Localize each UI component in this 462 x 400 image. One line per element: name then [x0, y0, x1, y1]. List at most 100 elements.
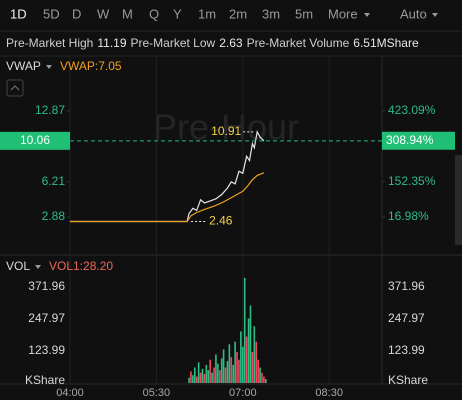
volume-bar [209, 359, 211, 383]
timeframe-tab[interactable]: W [97, 6, 110, 21]
volume-bar [263, 376, 265, 383]
volume-bar [205, 364, 208, 383]
volume-bar [232, 364, 234, 383]
x-tick-label: 08:30 [315, 387, 343, 399]
y2-tick-label: 16.98% [388, 209, 429, 223]
timeframe-tab[interactable]: 3m [262, 6, 280, 21]
stat-label: Pre-Market High [6, 36, 93, 50]
volume-bar [194, 367, 196, 383]
last-pct-label: 308.94% [386, 133, 434, 147]
volume-bar [197, 362, 200, 383]
unit-label: KShare [25, 373, 65, 387]
unit-label: KShare [388, 373, 428, 387]
volume-bar [188, 377, 190, 383]
last-pct-badge [382, 131, 455, 150]
volume-bar [217, 363, 219, 383]
volume-bar [240, 331, 242, 383]
volume-bar [215, 354, 217, 383]
volume-bar [265, 379, 267, 383]
y2-tick-label: 152.35% [388, 174, 436, 188]
timeframe-tab[interactable]: D [72, 6, 81, 21]
volume-bar [228, 344, 231, 383]
volume-bar [257, 359, 259, 383]
y-tick-label: 123.99 [28, 343, 65, 357]
volume-bar [255, 341, 258, 383]
y2-tick-label: 371.96 [388, 279, 425, 293]
volume-bar [226, 361, 229, 383]
price-line [70, 172, 265, 223]
stat-value: 6.51MShare [353, 36, 419, 50]
y2-tick-label: 123.99 [388, 343, 425, 357]
last-price-label: 10.06 [20, 133, 50, 147]
volume-bar [249, 305, 252, 383]
volume-bar [253, 326, 256, 383]
collapse-button[interactable] [6, 79, 24, 97]
x-tick-label: 05:30 [143, 387, 171, 399]
timeframe-tab[interactable]: M [122, 6, 133, 21]
volume-bar [230, 357, 233, 383]
stat-value: 2.63 [219, 36, 243, 50]
volume-bar [251, 352, 254, 383]
stat-label: Pre-Market Volume [247, 36, 350, 50]
volume-bar [224, 367, 227, 383]
timeframe-tab[interactable]: 1D [10, 6, 27, 21]
y-tick-label: 247.97 [28, 311, 65, 325]
indicator-selector[interactable]: VOL [6, 259, 30, 273]
timeframe-tab[interactable]: 1m [198, 6, 216, 21]
volume-bar [201, 368, 204, 383]
volume-bar [243, 277, 246, 383]
volume-bar [234, 341, 236, 383]
x-tick-label: 07:00 [229, 387, 257, 399]
timeframe-tab[interactable]: Q [149, 6, 159, 21]
volume-bar [259, 367, 261, 383]
indicator-value: VOL1:28.20 [49, 259, 113, 273]
x-tick-label: 04:00 [56, 387, 84, 399]
volume-bar [218, 370, 221, 383]
volume-bar [247, 318, 250, 383]
volume-bar [192, 375, 194, 383]
price-line [70, 130, 265, 223]
y-tick-label: 371.96 [28, 279, 65, 293]
volume-bar [195, 376, 198, 383]
collapse-icon [10, 85, 20, 91]
dropdown-caret [35, 265, 41, 269]
indicator-value: VWAP:7.05 [60, 59, 122, 73]
timeframe-tab[interactable]: 5m [295, 6, 313, 21]
volume-bar [199, 372, 202, 383]
volume-bar [222, 349, 225, 383]
timeframe-tab[interactable]: More [328, 6, 358, 21]
volume-bar [203, 373, 206, 383]
timeframe-tab[interactable]: 2m [229, 6, 247, 21]
y2-tick-label: 247.97 [388, 311, 425, 325]
dropdown-caret [46, 65, 52, 69]
volume-bar [213, 367, 215, 383]
y-tick-label: 12.87 [35, 103, 65, 117]
volume-bar [261, 372, 263, 383]
volume-bar [245, 336, 248, 383]
stat-value: 11.19 [97, 36, 126, 50]
scrollbar[interactable] [455, 155, 462, 245]
dropdown-caret [432, 13, 438, 17]
indicator-selector[interactable]: VWAP [6, 59, 41, 73]
timeframe-tab[interactable]: 5D [43, 6, 60, 21]
volume-bar [211, 372, 213, 383]
mode-selector[interactable]: Auto [400, 6, 427, 21]
volume-bar [236, 352, 238, 383]
volume-bar [190, 371, 192, 383]
annotation-label: 10.91 [211, 124, 241, 138]
y2-tick-label: 423.09% [388, 103, 436, 117]
last-price-badge [0, 131, 70, 150]
timeframe-tab[interactable]: Y [173, 6, 182, 21]
annotation-label: 2.46 [209, 214, 233, 228]
y-tick-label: 2.88 [42, 209, 66, 223]
volume-bar [220, 358, 223, 383]
y-tick-label: 6.21 [42, 174, 66, 188]
volume-bar [238, 359, 240, 383]
dropdown-caret [364, 13, 370, 17]
volume-bar [242, 346, 244, 383]
stat-label: Pre-Market Low [131, 36, 216, 50]
volume-bar [207, 370, 210, 383]
